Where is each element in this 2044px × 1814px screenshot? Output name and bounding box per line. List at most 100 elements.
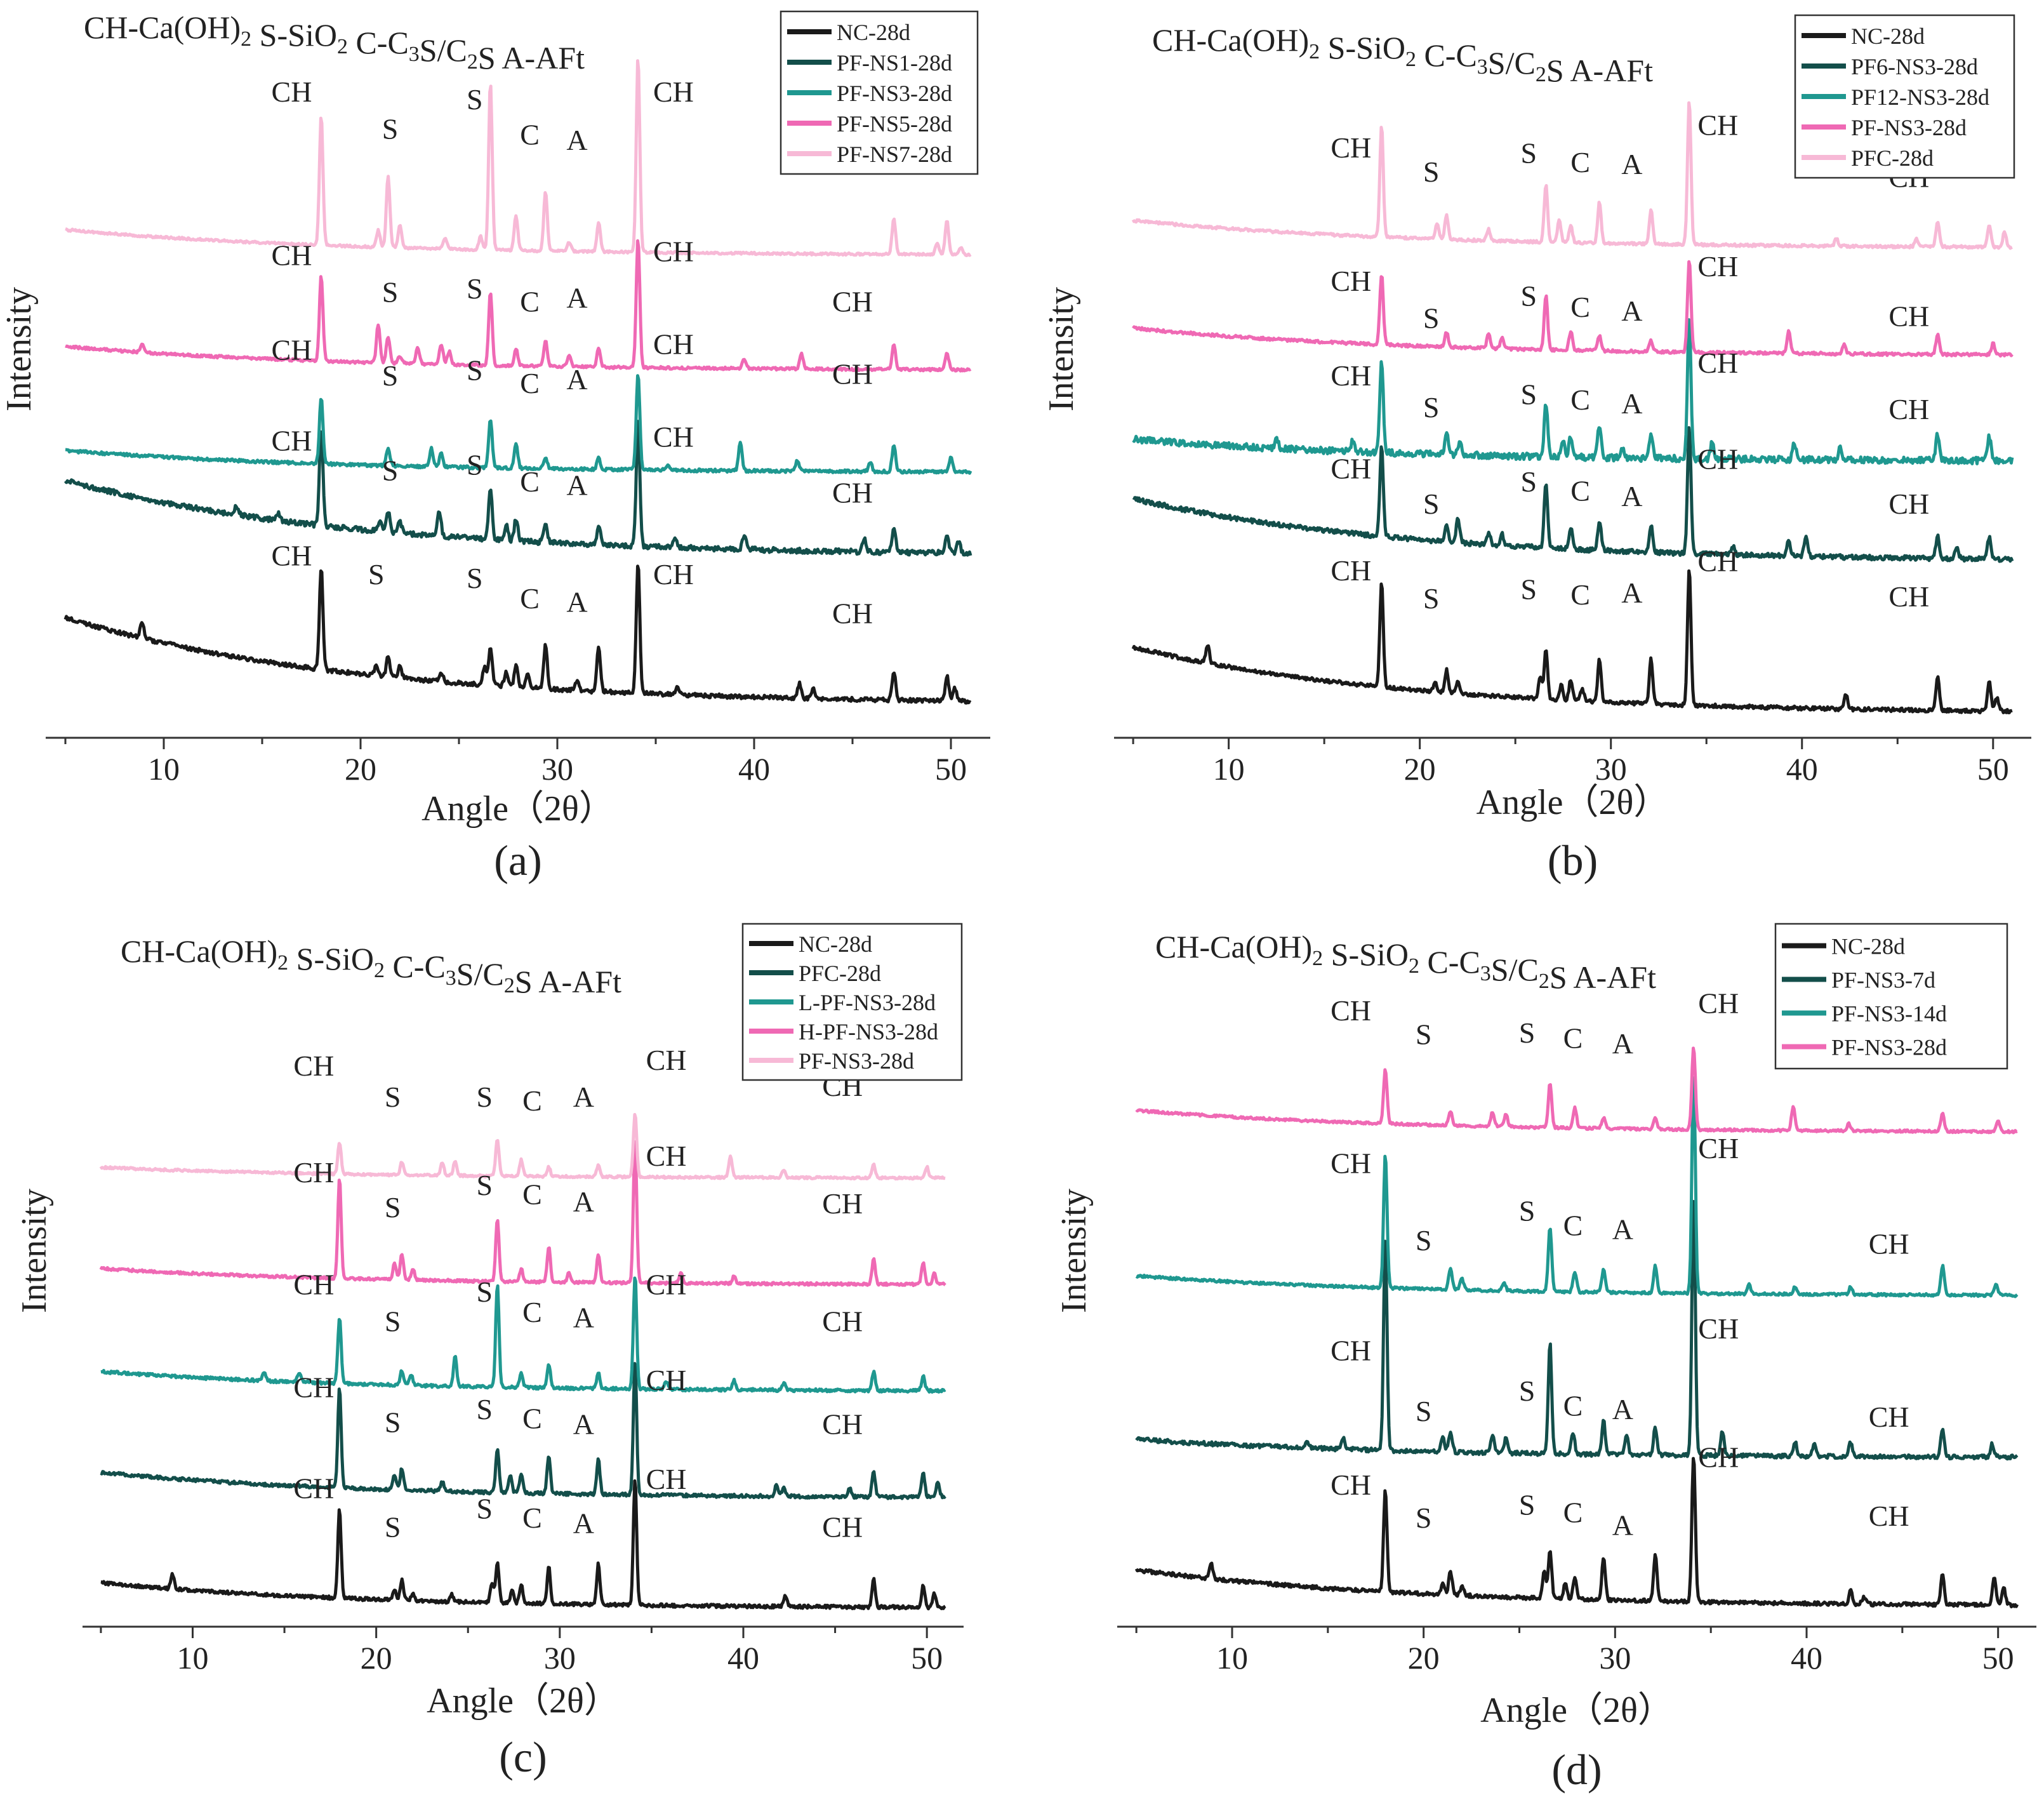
x-tick-label: 50: [1982, 1640, 2014, 1676]
title-subscript: 2: [1405, 48, 1416, 71]
x-tick-label: 20: [361, 1640, 392, 1676]
peak-label: S: [467, 562, 483, 594]
title-segment: S-SiO: [251, 17, 337, 53]
peak-label: A: [573, 1408, 594, 1440]
peak-label: S: [1423, 582, 1440, 615]
series-line-NC-28d: [63, 564, 972, 705]
peak-label: S: [1520, 378, 1537, 410]
title-subscript: 2: [374, 959, 385, 982]
peak-label: S: [1520, 465, 1537, 498]
x-tick-label: 40: [1791, 1640, 1822, 1676]
peak-label: CH: [832, 597, 873, 629]
legend-entry: L-PF-NS3-28d: [799, 990, 936, 1015]
peak-label: CH: [653, 328, 694, 361]
title-segment: S A-AFt: [1546, 53, 1653, 88]
panel-label: (b): [1548, 836, 1598, 884]
title-segment: S/C: [1491, 952, 1539, 987]
peak-label: CH: [272, 425, 312, 457]
series-line-NC-28d: [1131, 569, 2013, 714]
series-line-PF-NS3-28d: [1135, 1046, 2018, 1135]
legend: NC-28d PFC-28d L-PF-NS3-28d H-PF-NS3-28d PF-…: [741, 923, 963, 1081]
peak-label: C: [522, 1296, 542, 1328]
panel-label: (a): [494, 836, 541, 884]
peak-label: CH: [1331, 1147, 1371, 1179]
peak-label: C: [520, 118, 540, 150]
x-tick-label: 10: [148, 751, 180, 787]
legend-entry: NC-28d: [1831, 934, 1905, 959]
peak-label: CH: [293, 1371, 334, 1403]
peak-label: A: [1621, 387, 1642, 420]
peak-label: CH: [293, 1156, 334, 1189]
phase-legend-title: CH-Ca(OH)2 S-SiO2 C-C3S/C2S A-AFt: [121, 933, 621, 999]
peak-label: S: [1520, 137, 1537, 170]
peak-label: CH: [646, 1044, 687, 1076]
peak-label: C: [1563, 1210, 1583, 1242]
peak-label: CH: [1869, 1228, 1909, 1260]
legend-entry: PF12-NS3-28d: [1851, 84, 1989, 110]
peak-label: A: [573, 1301, 594, 1333]
peak-label: S: [1423, 302, 1440, 335]
title-subscript: 3: [446, 966, 456, 990]
phase-legend-title: CH-Ca(OH)2 S-SiO2 C-C3S/C2S A-AFt: [84, 10, 585, 76]
title-subscript: 3: [1477, 55, 1488, 79]
legend-entry: PFC-28d: [1851, 145, 1934, 171]
title-segment: S/C: [456, 956, 504, 992]
peak-label: CH: [1697, 347, 1738, 379]
legend-entry: PF-NS3-28d: [837, 81, 952, 106]
peak-label: A: [566, 124, 587, 156]
title-segment: C-C: [1416, 37, 1477, 73]
title-segment: S A-AFt: [478, 40, 585, 76]
legend-entry: PF-NS3-28d: [1851, 115, 1967, 140]
title-segment: S/C: [420, 32, 467, 68]
peak-label: CH: [293, 1050, 334, 1082]
x-tick-label: 20: [345, 751, 376, 787]
peak-label: S: [1416, 1502, 1432, 1534]
peak-label: S: [476, 1081, 493, 1113]
peak-label: S: [476, 1393, 493, 1425]
peak-label: C: [522, 1403, 542, 1435]
peak-label: CH: [1869, 1401, 1909, 1433]
peak-label: C: [522, 1502, 542, 1534]
x-tick-label: 30: [1595, 751, 1627, 787]
peak-label: A: [573, 1507, 594, 1540]
peak-label: CH: [1697, 109, 1738, 142]
peak-label: C: [1570, 291, 1590, 323]
peak-label: S: [385, 1406, 401, 1438]
peak-label: S: [382, 276, 399, 309]
peak-label: CH: [1698, 987, 1739, 1020]
series-line-PF6-NS3-28d: [1132, 426, 2014, 563]
peak-label: S: [476, 1169, 493, 1201]
peak-label: C: [1570, 146, 1590, 178]
peak-label: S: [1519, 1375, 1536, 1407]
x-tick-label: 30: [544, 1640, 576, 1676]
peak-label: C: [1563, 1496, 1583, 1528]
panel-label: (d): [1551, 1745, 1602, 1794]
x-tick-label: 30: [1599, 1640, 1631, 1676]
peak-label: S: [467, 449, 483, 481]
peak-label: CH: [1331, 1469, 1371, 1501]
peak-label: CH: [832, 357, 873, 390]
title-segment: C-C: [348, 25, 409, 60]
x-tick-label: 10: [1213, 751, 1245, 787]
x-tick-label: 20: [1408, 1640, 1440, 1676]
peak-label: CH: [822, 1187, 863, 1220]
y-axis-label: Intensity: [0, 287, 39, 411]
peak-label: C: [520, 465, 540, 498]
peak-label: C: [1570, 578, 1590, 611]
peak-label: S: [476, 1492, 493, 1524]
series-line-PFC-28d: [100, 1362, 946, 1500]
x-tick-label: 50: [935, 751, 967, 787]
series-line-PFC-28d: [1131, 101, 2013, 250]
peak-label: A: [1612, 1509, 1633, 1542]
legend-entry: NC-28d: [799, 931, 872, 957]
peak-label: C: [522, 1178, 542, 1211]
peak-label: S: [382, 454, 399, 486]
series-line-NC-28d: [1134, 1457, 2019, 1609]
peak-label: C: [520, 285, 540, 317]
peak-label: CH: [1698, 1312, 1739, 1345]
peak-label: CH: [646, 1364, 687, 1396]
title-subscript: 3: [409, 43, 420, 66]
